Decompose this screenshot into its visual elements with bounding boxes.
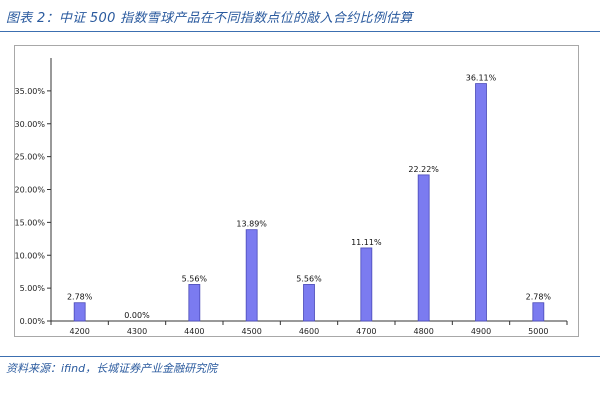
- bar-4900: [475, 83, 487, 322]
- data-label-5000: 2.78%: [526, 293, 552, 302]
- y-tick-label: 20.00%: [14, 186, 45, 195]
- y-tick-label: 5.00%: [20, 284, 46, 293]
- x-tick-label-4200: 4200: [69, 327, 89, 336]
- x-tick-label-4900: 4900: [471, 327, 491, 336]
- data-label-4200: 2.78%: [67, 293, 93, 302]
- x-tick-label-4500: 4500: [241, 327, 261, 336]
- bar-4400: [188, 284, 201, 322]
- data-label-4500: 13.89%: [236, 220, 267, 229]
- figure-source: 资料来源：ifind，长城证券产业金融研究院: [6, 362, 218, 375]
- bar-4500: [245, 229, 258, 322]
- data-label-4400: 5.56%: [182, 274, 208, 283]
- source-divider: [0, 356, 600, 357]
- bar-4200: [73, 302, 86, 322]
- data-label-4700: 11.11%: [351, 238, 382, 247]
- y-tick-label: 10.00%: [14, 251, 45, 260]
- bar-4600: [303, 284, 315, 322]
- y-tick-label: 0.00%: [20, 317, 46, 326]
- x-tick-label-4800: 4800: [413, 327, 433, 336]
- y-tick-label: 15.00%: [14, 218, 45, 227]
- bar-5000: [532, 302, 545, 322]
- data-label-4800: 22.22%: [408, 165, 439, 174]
- bar-4800: [417, 174, 430, 322]
- chart-frame: [14, 45, 579, 337]
- y-tick-label: 25.00%: [14, 153, 45, 162]
- x-tick-label-4300: 4300: [127, 327, 147, 336]
- data-label-4600: 5.56%: [296, 274, 322, 283]
- bar-4700: [360, 247, 373, 322]
- y-tick-label: 30.00%: [14, 120, 45, 129]
- x-tick-label-5000: 5000: [528, 327, 548, 336]
- data-label-4900: 36.11%: [466, 74, 497, 83]
- title-divider: [0, 31, 600, 32]
- x-tick-label-4600: 4600: [299, 327, 319, 336]
- figure-title: 图表 2：中证 500 指数雪球产品在不同指数点位的敲入合约比例估算: [6, 11, 413, 26]
- data-label-4300: 0.00%: [124, 311, 150, 320]
- x-tick-label-4400: 4400: [184, 327, 204, 336]
- x-tick-label-4700: 4700: [356, 327, 376, 336]
- y-tick-label: 35.00%: [14, 87, 45, 96]
